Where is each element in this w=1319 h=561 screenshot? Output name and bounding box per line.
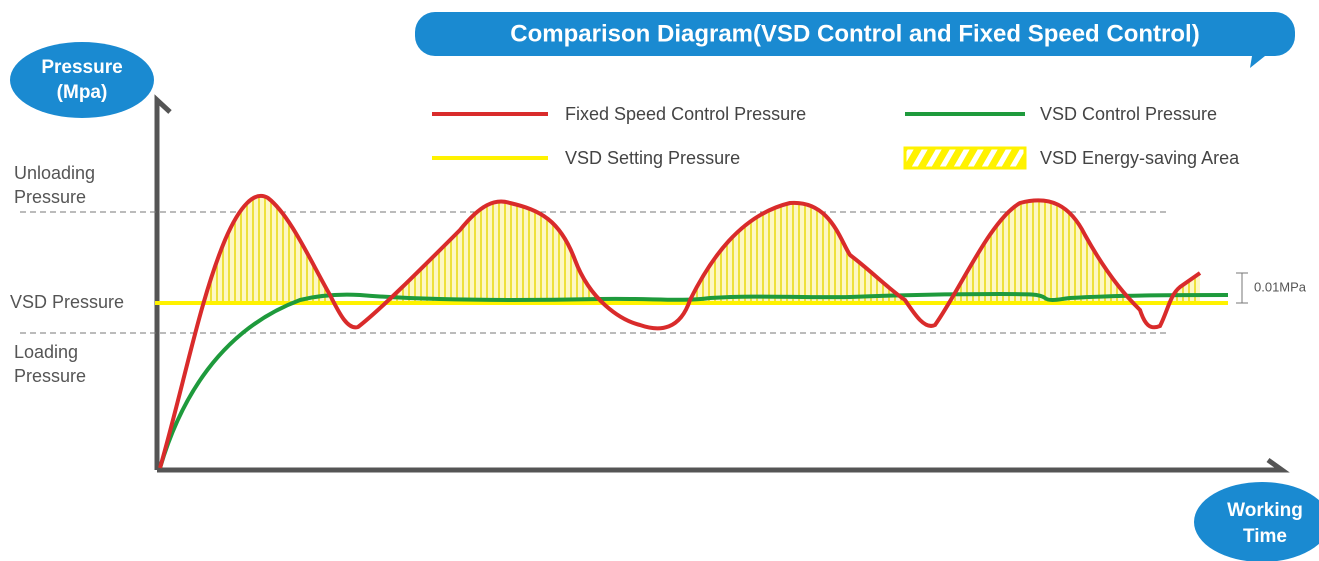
legend-label: Fixed Speed Control Pressure bbox=[565, 104, 806, 124]
title-bubble bbox=[415, 12, 1295, 68]
legend-label: VSD Setting Pressure bbox=[565, 148, 740, 168]
energy-saving-area bbox=[190, 196, 1200, 303]
y-axis bbox=[154, 94, 172, 470]
fixed-speed-curve bbox=[158, 194, 1202, 469]
legend-swatch bbox=[903, 146, 1027, 170]
annotation: 0.01MPa bbox=[1254, 279, 1307, 294]
legend-label: VSD Energy-saving Area bbox=[1040, 148, 1240, 168]
x-axis-bubble bbox=[1194, 482, 1319, 561]
title: Comparison Diagram(VSD Control and Fixed… bbox=[510, 20, 1199, 47]
x-axis bbox=[157, 457, 1290, 473]
level-label: Pressure bbox=[14, 187, 86, 207]
x-axis-label: Time bbox=[1243, 526, 1287, 547]
vsd-control-curve bbox=[158, 291, 1229, 469]
level-label: VSD Pressure bbox=[10, 292, 124, 312]
level-label: Pressure bbox=[14, 366, 86, 386]
legend-label: VSD Control Pressure bbox=[1040, 104, 1217, 124]
x-axis-label: Working bbox=[1227, 500, 1303, 521]
level-label: Unloading bbox=[14, 163, 95, 183]
y-axis-bubble bbox=[10, 42, 154, 118]
y-axis-label: Pressure bbox=[41, 57, 122, 78]
level-label: Loading bbox=[14, 342, 78, 362]
annotation-bracket bbox=[1236, 272, 1248, 304]
y-axis-label: (Mpa) bbox=[57, 82, 108, 103]
